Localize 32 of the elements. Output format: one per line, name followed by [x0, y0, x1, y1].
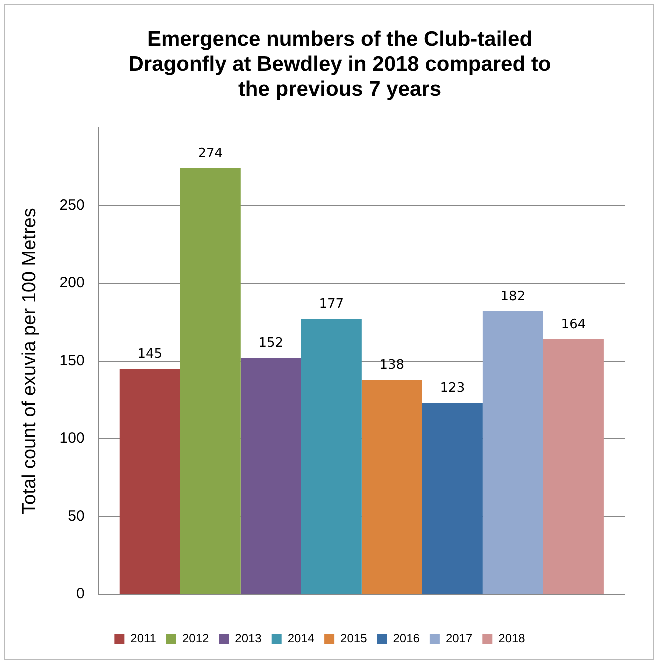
bar	[120, 369, 180, 594]
bar	[543, 340, 604, 594]
data-label: 152	[258, 336, 284, 352]
bar	[240, 358, 302, 594]
y-tick-label: 50	[68, 508, 85, 525]
legend-label: 2017	[446, 631, 473, 646]
data-label: 145	[138, 346, 163, 362]
data-label: 177	[319, 297, 344, 312]
legend-label: 2018	[498, 631, 526, 646]
y-axis-title: Total count of exuvia per 100 Metres	[20, 208, 41, 514]
y-tick-label: 100	[60, 430, 85, 448]
data-label: 164	[561, 317, 586, 332]
bar	[362, 380, 422, 594]
data-label: 274	[198, 146, 224, 162]
bar	[180, 168, 241, 594]
y-tick-label: 0	[76, 586, 85, 603]
data-label: 182	[500, 289, 526, 304]
bar	[422, 403, 483, 594]
legend-label: 2015	[340, 631, 368, 646]
y-tick-label: 200	[60, 274, 85, 292]
bar	[301, 319, 362, 594]
bar	[482, 312, 544, 594]
legend-label: 2016	[393, 631, 420, 646]
y-tick-label: 250	[60, 196, 85, 214]
chart-title: Emergence numbers of the Club-tailed Dragonfly at Bewdley in 2018 compared to the previous 7 years	[128, 27, 552, 102]
data-label: 138	[380, 358, 405, 373]
legend-label: 2014	[288, 631, 315, 646]
legend-label: 2011	[130, 631, 157, 646]
data-label: 123	[440, 381, 466, 396]
y-tick-label: 150	[60, 352, 85, 370]
legend-label: 2012	[182, 631, 210, 646]
legend-label: 2013	[235, 631, 262, 646]
